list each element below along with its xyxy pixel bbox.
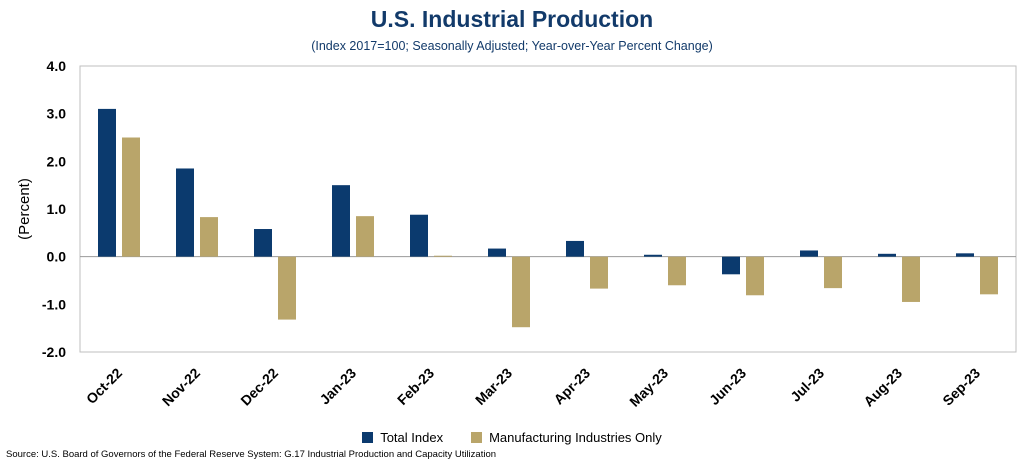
x-tick-label: Jan-23 [316, 365, 359, 408]
bar-total-index [410, 214, 428, 257]
bar-total-index [332, 185, 350, 257]
bar-manufacturing [668, 256, 686, 286]
legend: Total Index Manufacturing Industries Onl… [0, 430, 1024, 445]
bar-total-index [878, 253, 896, 257]
bar-total-index [800, 250, 818, 257]
y-tick-label: 3.0 [47, 106, 67, 122]
chart-title: U.S. Industrial Production [370, 6, 654, 32]
y-tick-label: 4.0 [47, 58, 67, 74]
legend-item-total-index: Total Index [362, 430, 443, 445]
bar-manufacturing [746, 256, 764, 296]
x-tick-label: Feb-23 [394, 365, 437, 408]
y-tick-label: -2.0 [42, 344, 66, 360]
bar-manufacturing [278, 256, 296, 320]
x-tick-label: Aug-23 [860, 365, 905, 410]
bar-manufacturing [200, 217, 218, 257]
bar-manufacturing [122, 137, 140, 257]
y-tick-label: 0.0 [47, 249, 67, 265]
legend-swatch-manufacturing [471, 432, 483, 443]
bar-total-index [722, 256, 740, 275]
legend-swatch-total-index [362, 432, 374, 443]
bar-total-index [254, 229, 272, 257]
x-tick-label: Mar-23 [472, 365, 515, 408]
bar-manufacturing [980, 256, 998, 295]
source-note: Source: U.S. Board of Governors of the F… [6, 449, 497, 460]
y-tick-label: 2.0 [47, 153, 67, 169]
bar-total-index [488, 248, 506, 257]
x-tick-label: Oct-22 [83, 365, 125, 407]
x-tick-label: Apr-23 [550, 365, 593, 408]
x-tick-label: Jul-23 [787, 365, 827, 405]
x-tick-label: Jun-23 [706, 365, 749, 408]
y-axis-label: (Percent) [16, 178, 33, 240]
y-tick-label: 1.0 [47, 201, 67, 217]
bar-total-index [176, 168, 194, 257]
bar-manufacturing [512, 256, 530, 328]
legend-item-manufacturing: Manufacturing Industries Only [471, 430, 662, 445]
bar-total-index [956, 253, 974, 257]
bar-manufacturing [902, 256, 920, 302]
bar-chart: 4.0 3.0 2.0 1.0 0.0 -1.0 -2.0 (Percent) Oct-22 No… [16, 58, 1017, 410]
y-tick-label: -1.0 [42, 296, 66, 312]
bar-manufacturing [590, 256, 608, 289]
x-tick-label: Dec-22 [237, 365, 281, 409]
x-tick-label: May-23 [626, 365, 671, 410]
bar-manufacturing [824, 256, 842, 289]
x-tick-label: Nov-22 [159, 365, 203, 409]
legend-label-total-index: Total Index [380, 430, 444, 445]
legend-label-manufacturing: Manufacturing Industries Only [489, 430, 662, 445]
x-tick-label: Sep-23 [939, 365, 983, 409]
bar-total-index [566, 240, 584, 257]
chart-subtitle: (Index 2017=100; Seasonally Adjusted; Ye… [311, 39, 713, 53]
bar-manufacturing [356, 216, 374, 257]
bar-total-index [98, 108, 116, 257]
bar-total-index [644, 254, 662, 257]
bar-manufacturing [434, 255, 452, 257]
plot-frame [79, 65, 1017, 353]
